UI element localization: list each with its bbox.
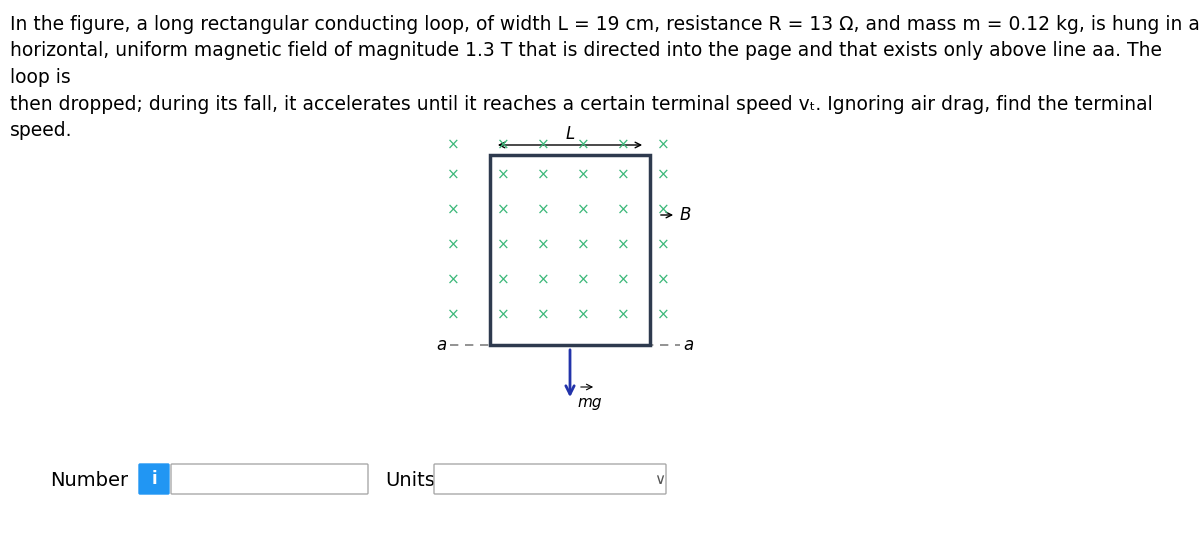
Text: a: a — [683, 336, 694, 354]
Text: ×: × — [577, 308, 589, 322]
Text: In the figure, a long rectangular conducting loop, of width L = 19 cm, resistanc: In the figure, a long rectangular conduc… — [10, 15, 1200, 140]
Text: ×: × — [577, 272, 589, 287]
Text: ×: × — [577, 238, 589, 253]
Text: ×: × — [617, 138, 629, 152]
Text: ×: × — [497, 138, 509, 152]
Text: ×: × — [536, 167, 550, 182]
Text: ×: × — [656, 272, 670, 287]
Text: ×: × — [497, 203, 509, 217]
Text: ×: × — [536, 138, 550, 152]
Text: mg: mg — [577, 395, 601, 410]
Text: ×: × — [577, 167, 589, 182]
Text: ×: × — [656, 138, 670, 152]
Text: ×: × — [497, 308, 509, 322]
Text: ×: × — [656, 167, 670, 182]
Text: ×: × — [446, 238, 460, 253]
Text: ×: × — [536, 272, 550, 287]
FancyBboxPatch shape — [434, 464, 666, 494]
FancyBboxPatch shape — [139, 464, 169, 494]
Text: ×: × — [617, 238, 629, 253]
Text: ×: × — [617, 272, 629, 287]
Text: ×: × — [446, 203, 460, 217]
Bar — [490, 155, 650, 345]
Text: ×: × — [656, 308, 670, 322]
Text: ×: × — [536, 203, 550, 217]
Text: B: B — [680, 206, 691, 224]
Text: ×: × — [497, 167, 509, 182]
Text: ×: × — [577, 138, 589, 152]
FancyBboxPatch shape — [172, 464, 368, 494]
Text: L: L — [565, 125, 575, 143]
Text: ×: × — [577, 203, 589, 217]
Text: ×: × — [656, 203, 670, 217]
Text: ×: × — [497, 238, 509, 253]
Text: i: i — [151, 470, 157, 488]
Text: ×: × — [617, 167, 629, 182]
Text: ×: × — [617, 308, 629, 322]
Text: ×: × — [536, 308, 550, 322]
Text: ×: × — [536, 238, 550, 253]
Text: ×: × — [497, 272, 509, 287]
Text: ×: × — [446, 138, 460, 152]
Text: a: a — [437, 336, 446, 354]
Text: ×: × — [446, 167, 460, 182]
Text: Number: Number — [50, 471, 128, 489]
Text: ×: × — [656, 238, 670, 253]
Text: ∨: ∨ — [654, 472, 666, 488]
Text: ×: × — [446, 272, 460, 287]
Text: ×: × — [446, 308, 460, 322]
Text: ×: × — [617, 203, 629, 217]
Text: Units: Units — [385, 471, 434, 489]
